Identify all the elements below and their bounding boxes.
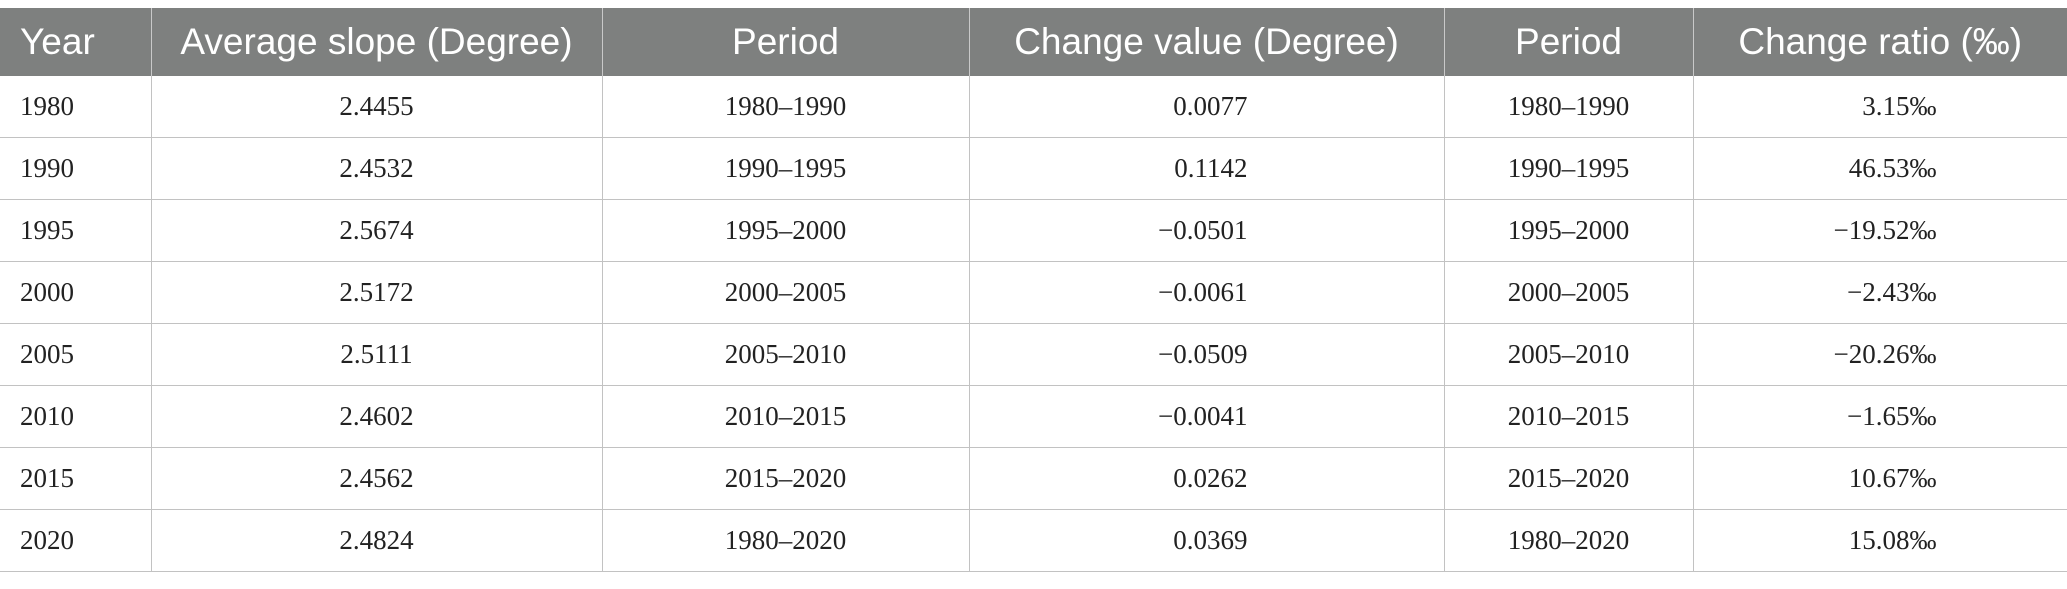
table-body: 1980 2.4455 1980–1990 0.0077 1980–1990 3… xyxy=(0,76,2067,572)
change-ratio-text: 46.53‰ xyxy=(1848,153,1937,183)
cell-period-2: 1980–1990 xyxy=(1443,76,1693,138)
header-year: Year xyxy=(0,8,151,76)
change-ratio-text: −19.52‰ xyxy=(1833,215,1937,245)
cell-period-2: 1995–2000 xyxy=(1443,199,1693,262)
cell-year: 1980 xyxy=(0,76,151,138)
change-ratio-text: 3.15‰ xyxy=(1862,91,1937,121)
cell-change-value: −0.0509 xyxy=(968,323,1444,386)
cell-change-ratio: 10.67‰ xyxy=(1692,447,2067,510)
cell-period: 2015–2020 xyxy=(601,447,969,510)
cell-period-2: 2010–2015 xyxy=(1443,385,1693,448)
cell-period: 2010–2015 xyxy=(601,385,969,448)
change-value-text: 0.0369 xyxy=(1173,525,1248,555)
cell-average-slope: 2.5674 xyxy=(150,199,602,262)
cell-change-value: 0.0262 xyxy=(968,447,1444,510)
cell-period: 2005–2010 xyxy=(601,323,969,386)
cell-change-ratio: −20.26‰ xyxy=(1692,323,2067,386)
cell-period-2: 1990–1995 xyxy=(1443,137,1693,200)
cell-year: 2010 xyxy=(0,385,151,448)
cell-average-slope: 2.4602 xyxy=(150,385,602,448)
header-row: Year Average slope (Degree) Period Chang… xyxy=(0,8,2067,76)
change-value-text: −0.0509 xyxy=(1158,339,1248,369)
change-value-text: −0.0501 xyxy=(1158,215,1248,245)
table-row: 2000 2.5172 2000–2005 −0.0061 2000–2005 … xyxy=(0,261,2067,324)
table-row: 1995 2.5674 1995–2000 −0.0501 1995–2000 … xyxy=(0,199,2067,262)
cell-change-ratio: 15.08‰ xyxy=(1692,509,2067,572)
cell-change-value: 0.1142 xyxy=(968,137,1444,200)
change-ratio-text: −2.43‰ xyxy=(1847,277,1937,307)
cell-average-slope: 2.4455 xyxy=(150,76,602,138)
change-ratio-text: −20.26‰ xyxy=(1833,339,1937,369)
change-ratio-text: −1.65‰ xyxy=(1847,401,1937,431)
header-change-value: Change value (Degree) xyxy=(968,8,1444,76)
cell-change-ratio: 3.15‰ xyxy=(1692,76,2067,138)
cell-period: 1995–2000 xyxy=(601,199,969,262)
cell-period: 1980–1990 xyxy=(601,76,969,138)
cell-year: 2000 xyxy=(0,261,151,324)
cell-year: 2015 xyxy=(0,447,151,510)
cell-year: 2005 xyxy=(0,323,151,386)
header-period-2: Period xyxy=(1443,8,1693,76)
table-row: 2005 2.5111 2005–2010 −0.0509 2005–2010 … xyxy=(0,323,2067,386)
change-value-text: −0.0041 xyxy=(1158,401,1248,431)
cell-period-2: 2005–2010 xyxy=(1443,323,1693,386)
cell-year: 1995 xyxy=(0,199,151,262)
table-row: 1980 2.4455 1980–1990 0.0077 1980–1990 3… xyxy=(0,76,2067,138)
change-value-text: 0.0077 xyxy=(1173,91,1248,121)
table-row: 2015 2.4562 2015–2020 0.0262 2015–2020 1… xyxy=(0,447,2067,510)
cell-average-slope: 2.4532 xyxy=(150,137,602,200)
table-header: Year Average slope (Degree) Period Chang… xyxy=(0,8,2067,76)
cell-change-value: −0.0041 xyxy=(968,385,1444,448)
cell-average-slope: 2.4562 xyxy=(150,447,602,510)
header-average-slope: Average slope (Degree) xyxy=(150,8,602,76)
change-value-text: 0.0262 xyxy=(1173,463,1248,493)
cell-average-slope: 2.4824 xyxy=(150,509,602,572)
header-period: Period xyxy=(601,8,969,76)
cell-year: 1990 xyxy=(0,137,151,200)
slope-change-table: Year Average slope (Degree) Period Chang… xyxy=(0,8,2067,572)
table-row: 1990 2.4532 1990–1995 0.1142 1990–1995 4… xyxy=(0,137,2067,200)
cell-period: 2000–2005 xyxy=(601,261,969,324)
cell-change-value: 0.0077 xyxy=(968,76,1444,138)
cell-average-slope: 2.5172 xyxy=(150,261,602,324)
cell-average-slope: 2.5111 xyxy=(150,323,602,386)
cell-change-ratio: 46.53‰ xyxy=(1692,137,2067,200)
cell-period: 1980–2020 xyxy=(601,509,969,572)
cell-year: 2020 xyxy=(0,509,151,572)
change-value-text: 0.1142 xyxy=(1174,153,1248,183)
cell-period-2: 1980–2020 xyxy=(1443,509,1693,572)
cell-change-value: −0.0501 xyxy=(968,199,1444,262)
header-change-ratio: Change ratio (‰) xyxy=(1692,8,2067,76)
cell-change-value: 0.0369 xyxy=(968,509,1444,572)
change-ratio-text: 15.08‰ xyxy=(1848,525,1937,555)
cell-change-ratio: −19.52‰ xyxy=(1692,199,2067,262)
cell-change-ratio: −1.65‰ xyxy=(1692,385,2067,448)
cell-change-ratio: −2.43‰ xyxy=(1692,261,2067,324)
cell-change-value: −0.0061 xyxy=(968,261,1444,324)
cell-period-2: 2015–2020 xyxy=(1443,447,1693,510)
cell-period-2: 2000–2005 xyxy=(1443,261,1693,324)
cell-period: 1990–1995 xyxy=(601,137,969,200)
table-row: 2010 2.4602 2010–2015 −0.0041 2010–2015 … xyxy=(0,385,2067,448)
table-row: 2020 2.4824 1980–2020 0.0369 1980–2020 1… xyxy=(0,509,2067,572)
change-ratio-text: 10.67‰ xyxy=(1848,463,1937,493)
change-value-text: −0.0061 xyxy=(1158,277,1248,307)
